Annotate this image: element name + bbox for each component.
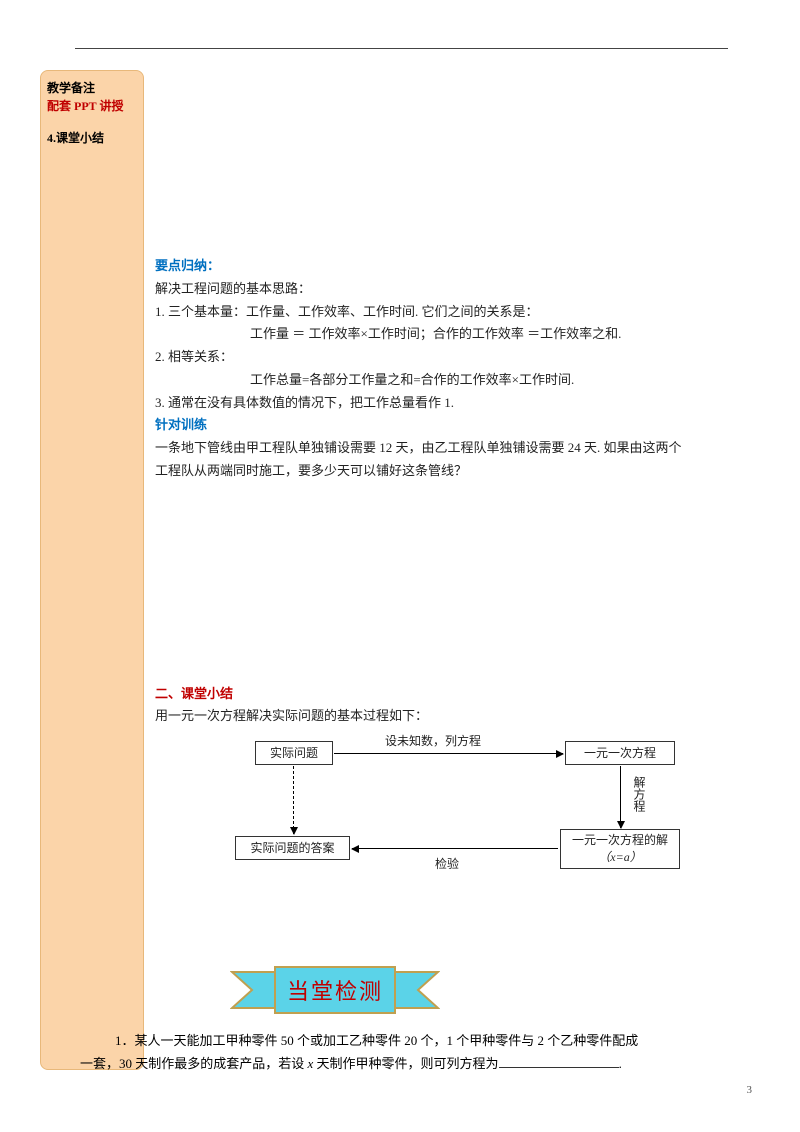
- top-rule: [75, 48, 728, 49]
- banner-text: 当堂检测: [230, 960, 440, 1020]
- quiz-banner: 当堂检测: [230, 960, 440, 1020]
- fc-label-bottom: 检验: [435, 854, 459, 875]
- q1-text2-pre: 一套，30 天制作最多的成套产品，若设: [80, 1056, 308, 1071]
- yaodian-1: 1. 三个基本量：工作量、工作效率、工作时间. 它们之间的关系是：: [155, 301, 730, 324]
- q1-text2-post: 天制作甲种零件，则可列方程为: [313, 1056, 498, 1071]
- page-number: 3: [747, 1084, 753, 1096]
- fc-arrow-right: [620, 766, 621, 828]
- fc-box-equation: 一元一次方程: [565, 741, 675, 765]
- fc-arrow-bottom: [352, 848, 558, 849]
- fc-box-solution: 一元一次方程的解 （x=a）: [560, 829, 680, 869]
- sidebar-item-4: 4.课堂小结: [47, 129, 137, 147]
- zhendui-title: 针对训练: [155, 414, 730, 437]
- sidebar-ppt: 配套 PPT 讲授: [47, 97, 137, 115]
- sidebar-note: 教学备注 配套 PPT 讲授 4.课堂小结: [40, 70, 144, 1070]
- yaodian-title: 要点归纳：: [155, 255, 730, 278]
- yaodian-3: 3. 通常在没有具体数值的情况下，把工作总量看作 1.: [155, 392, 730, 415]
- flowchart: 实际问题 一元一次方程 设未知数，列方程 解方程 一元一次方程的解 （x=a） …: [210, 736, 700, 886]
- zhendui-text-1: 一条地下管线由甲工程队单独铺设需要 12 天，由乙工程队单独铺设需要 24 天.…: [155, 437, 730, 460]
- q1-text1: 某人一天能加工甲种零件 50 个或加工乙种零件 20 个，1 个甲种零件与 2 …: [135, 1033, 639, 1048]
- yaodian-1-formula: 工作量 ＝ 工作效率×工作时间；合作的工作效率 ＝工作效率之和.: [155, 323, 730, 346]
- section2-intro: 用一元一次方程解决实际问题的基本过程如下：: [155, 705, 730, 728]
- fc-box-problem: 实际问题: [255, 741, 333, 765]
- q1-blank: [499, 1055, 619, 1068]
- section2-title: 二、课堂小结: [155, 683, 730, 706]
- question-1: 1．某人一天能加工甲种零件 50 个或加工乙种零件 20 个，1 个甲种零件与 …: [80, 1030, 730, 1076]
- q1-number: 1．: [115, 1033, 135, 1048]
- main-content: 要点归纳： 解决工程问题的基本思路： 1. 三个基本量：工作量、工作效率、工作时…: [155, 255, 730, 886]
- fc-label-right: 解方程: [628, 776, 649, 812]
- fc-box-answer: 实际问题的答案: [235, 836, 350, 860]
- q1-period: .: [619, 1056, 622, 1071]
- fc-arrow-top: [334, 753, 563, 754]
- zhendui-text-2: 工程队从两端同时施工，要多少天可以铺好这条管线？: [155, 460, 730, 483]
- fc-box-solution-l2: （x=a）: [598, 849, 641, 866]
- yaodian-intro: 解决工程问题的基本思路：: [155, 278, 730, 301]
- fc-label-top: 设未知数，列方程: [385, 731, 481, 752]
- yaodian-2-formula: 工作总量=各部分工作量之和=合作的工作效率×工作时间.: [155, 369, 730, 392]
- sidebar-heading: 教学备注: [47, 79, 137, 97]
- fc-arrow-dashed: [293, 766, 294, 834]
- yaodian-2: 2. 相等关系：: [155, 346, 730, 369]
- fc-box-solution-l1: 一元一次方程的解: [572, 832, 668, 849]
